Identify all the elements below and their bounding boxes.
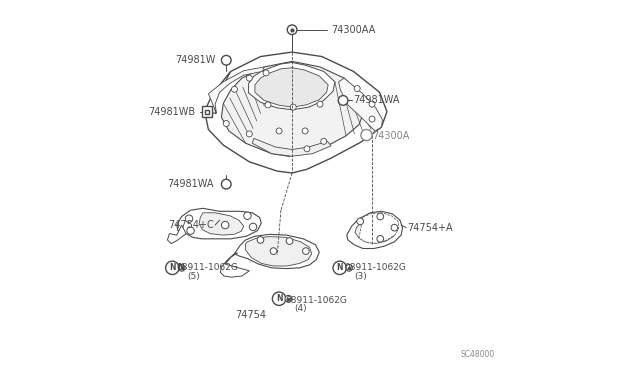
Polygon shape: [252, 138, 331, 156]
Polygon shape: [205, 52, 387, 173]
Circle shape: [265, 102, 271, 108]
Polygon shape: [177, 208, 261, 239]
Circle shape: [346, 264, 353, 271]
Text: (3): (3): [354, 272, 367, 280]
Circle shape: [179, 264, 185, 271]
Text: N: N: [177, 263, 183, 272]
Circle shape: [369, 101, 375, 107]
Text: 08911-1062G: 08911-1062G: [344, 263, 406, 272]
Text: 74754: 74754: [236, 311, 267, 320]
Polygon shape: [246, 237, 312, 266]
Polygon shape: [168, 225, 186, 244]
Circle shape: [257, 237, 264, 243]
Text: (4): (4): [294, 304, 307, 313]
Polygon shape: [199, 213, 244, 235]
Circle shape: [221, 55, 231, 65]
Text: N: N: [169, 263, 175, 272]
Circle shape: [221, 221, 229, 229]
Circle shape: [377, 213, 383, 220]
Circle shape: [250, 223, 257, 231]
Circle shape: [354, 86, 360, 92]
Polygon shape: [359, 213, 399, 243]
Text: 74300A: 74300A: [372, 131, 410, 141]
Text: N: N: [276, 294, 282, 303]
Circle shape: [276, 128, 282, 134]
Polygon shape: [347, 211, 403, 248]
Circle shape: [244, 212, 251, 219]
Polygon shape: [234, 234, 319, 269]
Circle shape: [187, 227, 195, 234]
Polygon shape: [255, 68, 328, 107]
Circle shape: [186, 215, 193, 222]
Polygon shape: [339, 78, 383, 131]
Polygon shape: [205, 71, 231, 113]
Polygon shape: [355, 215, 397, 243]
Polygon shape: [221, 61, 365, 156]
Circle shape: [321, 138, 326, 144]
Circle shape: [377, 235, 383, 242]
Polygon shape: [220, 253, 250, 277]
Text: 74981WB: 74981WB: [148, 107, 195, 116]
Text: 74754+A: 74754+A: [408, 223, 453, 232]
Text: 08911-1062G: 08911-1062G: [285, 296, 347, 305]
Text: N: N: [337, 263, 343, 272]
Circle shape: [246, 75, 252, 81]
Circle shape: [302, 128, 308, 134]
Polygon shape: [248, 62, 335, 110]
Text: 74981W: 74981W: [175, 55, 216, 64]
Circle shape: [291, 104, 296, 110]
Circle shape: [317, 101, 323, 107]
Circle shape: [369, 116, 375, 122]
Circle shape: [285, 295, 292, 302]
Polygon shape: [209, 67, 264, 113]
Text: 74754+C: 74754+C: [168, 220, 214, 230]
Circle shape: [303, 248, 309, 254]
Circle shape: [263, 70, 269, 76]
Text: 74981WA: 74981WA: [168, 179, 214, 189]
Circle shape: [361, 129, 372, 141]
Circle shape: [221, 179, 231, 189]
Circle shape: [357, 218, 364, 225]
Circle shape: [338, 96, 348, 105]
Circle shape: [166, 261, 179, 275]
Text: 08911-1062G: 08911-1062G: [177, 263, 239, 272]
Text: SC48000: SC48000: [461, 350, 495, 359]
Text: 74300AA: 74300AA: [331, 25, 376, 35]
Circle shape: [232, 86, 237, 92]
Circle shape: [246, 131, 252, 137]
Circle shape: [391, 224, 397, 231]
FancyBboxPatch shape: [202, 106, 212, 117]
Circle shape: [286, 238, 293, 244]
Text: 74981WA: 74981WA: [353, 96, 400, 105]
Circle shape: [270, 248, 277, 254]
Circle shape: [223, 121, 229, 126]
Circle shape: [333, 261, 346, 275]
Circle shape: [304, 146, 310, 152]
Text: (5): (5): [187, 272, 200, 280]
Circle shape: [287, 25, 297, 35]
Circle shape: [273, 292, 286, 305]
